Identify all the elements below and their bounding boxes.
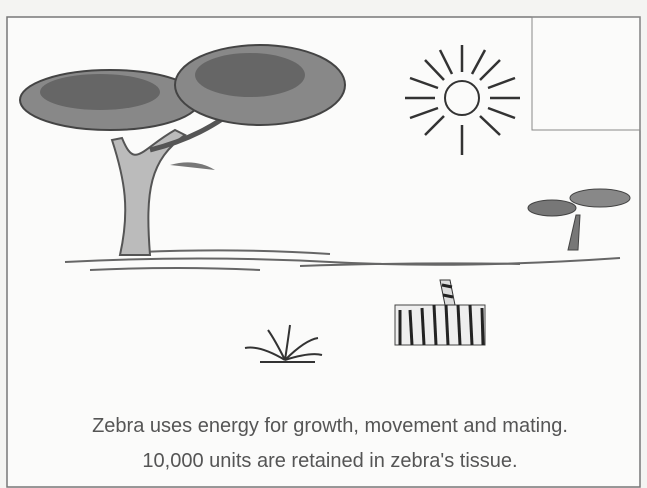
page: {"caption": {"line1": "Zebra uses energy… [0,0,647,488]
caption-line: Zebra uses energy for growth, movement a… [92,415,568,437]
scene: Zebra uses energy for growth, movement a… [0,0,647,488]
caption-line: 10,000 units are retained in zebra's tis… [142,450,517,472]
